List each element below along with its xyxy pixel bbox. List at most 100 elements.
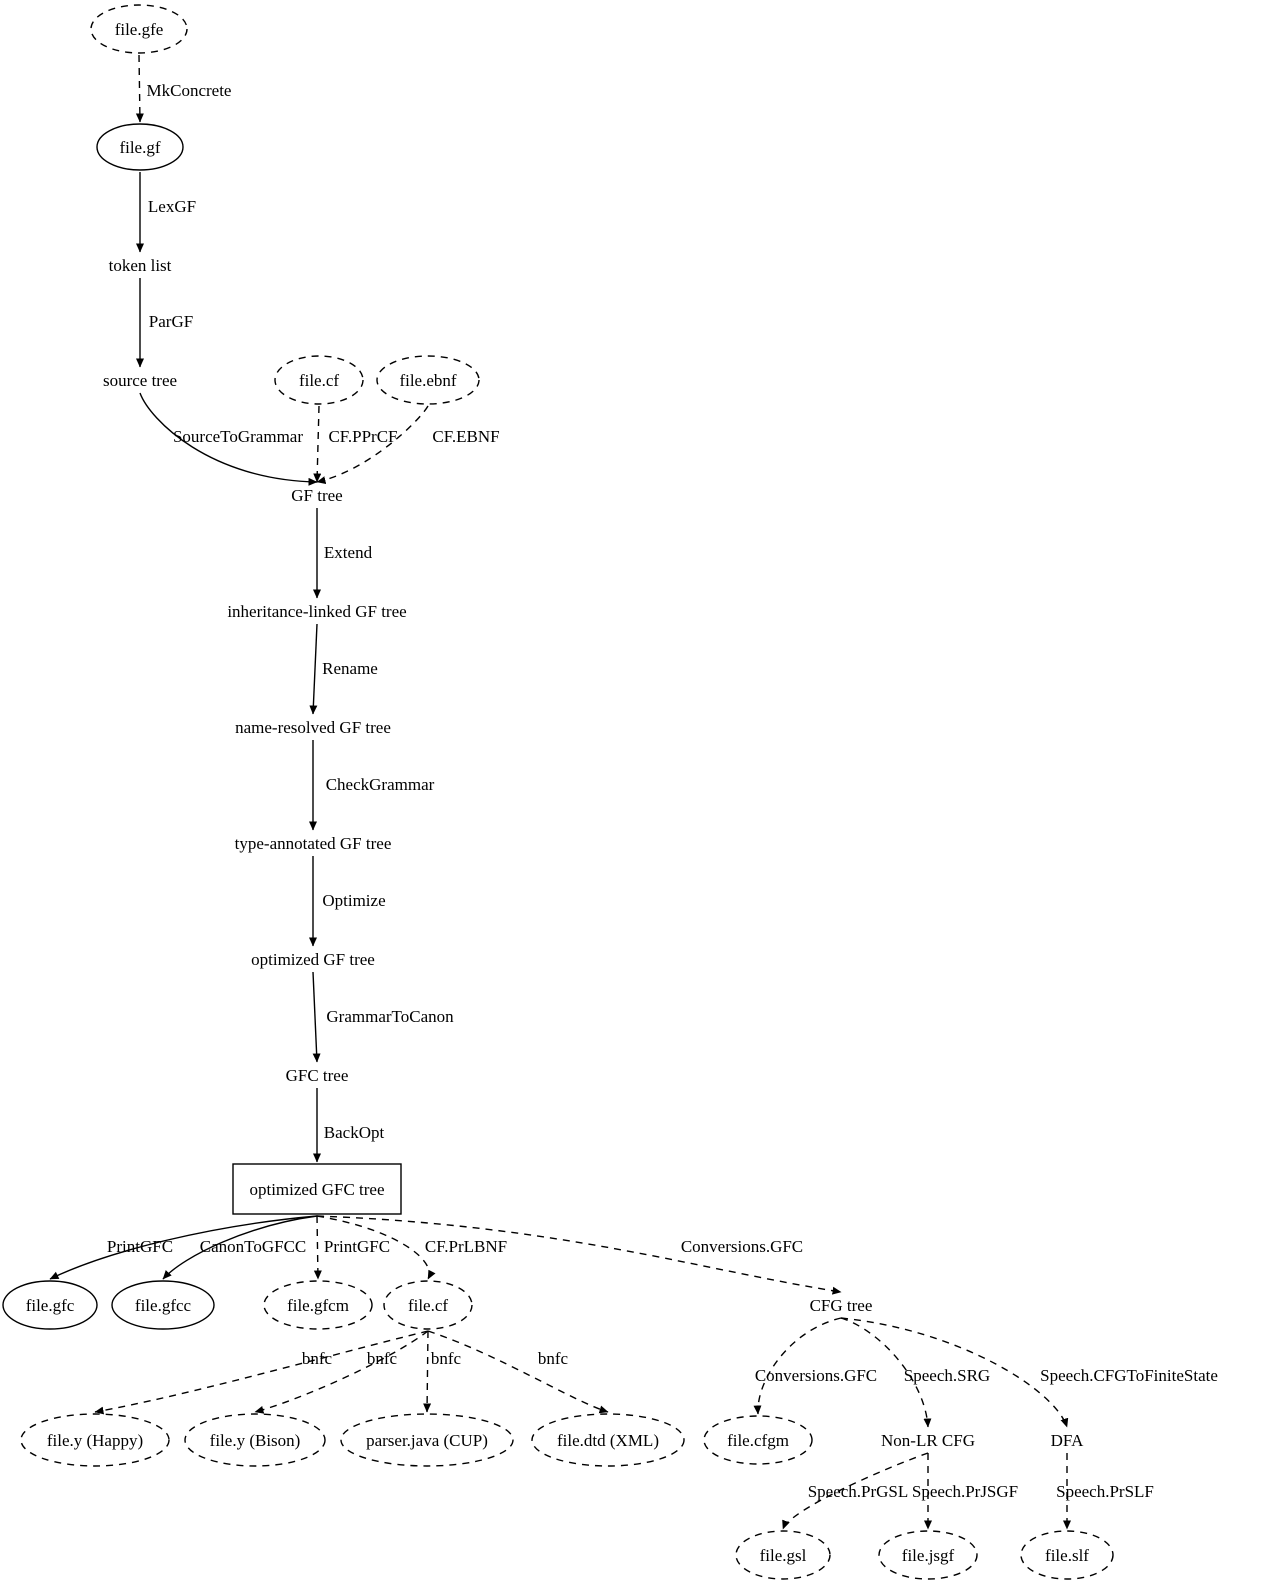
node-outline-file_cfgm (703, 1415, 813, 1465)
edge-label-e9: CheckGrammar (326, 775, 435, 794)
edge-label-e23: Speech.SRG (904, 1366, 990, 1385)
node-file_y_bison[interactable]: file.y (Bison) (184, 1413, 326, 1467)
node-outline-file_gfc (2, 1280, 98, 1330)
edge-inh_tree-to-name_tree (309, 623, 318, 715)
node-label-dfa: DFA (1051, 1431, 1084, 1450)
node-outline-file_y_bison (184, 1413, 326, 1467)
node-layer: file.gfe file.gf token list source tree file… (2, 4, 1114, 1580)
node-cfg_tree[interactable]: CFG tree (810, 1296, 873, 1315)
edge-opt_gfc-to-file_gfcc (162, 1215, 318, 1280)
edge-cfg_tree-to-file_cfgm (753, 1317, 842, 1415)
node-outline-file_jsgf (878, 1530, 978, 1580)
node-opt_gfc[interactable]: optimized GFC tree (232, 1163, 402, 1215)
edge-label-e27: Speech.PrSLF (1056, 1482, 1154, 1501)
edge-label-e3: ParGF (149, 312, 193, 331)
node-file_cf_top[interactable]: file.cf (274, 355, 364, 405)
node-outline-file_cf_top (274, 355, 364, 405)
node-label-type_tree: type-annotated GF tree (235, 834, 392, 853)
edge-label-e13: PrintGFC (107, 1237, 173, 1256)
node-token_list[interactable]: token list (109, 256, 172, 275)
node-outline-file_slf (1020, 1530, 1114, 1580)
node-label-file_dtd: file.dtd (XML) (557, 1431, 659, 1450)
edge-label-e17: Conversions.GFC (681, 1237, 803, 1256)
node-outline-file_gfe (90, 4, 188, 54)
node-label-cfg_tree: CFG tree (810, 1296, 873, 1315)
edge-label-e11: GrammarToCanon (326, 1007, 454, 1026)
edge-label-e1: MkConcrete (147, 81, 232, 100)
node-file_gfe[interactable]: file.gfe (90, 4, 188, 54)
node-label-inh_tree: inheritance-linked GF tree (227, 602, 406, 621)
node-non_lr_cfg[interactable]: Non-LR CFG (881, 1431, 975, 1450)
node-label-file_ebnf: file.ebnf (399, 371, 456, 390)
node-label-file_cf_top: file.cf (299, 371, 339, 390)
edge-label-e25: Speech.PrGSL (808, 1482, 909, 1501)
node-file_gsl[interactable]: file.gsl (735, 1530, 831, 1580)
edge-file_gfe-to-file_gf (135, 54, 144, 123)
node-label-file_gfc: file.gfc (26, 1296, 75, 1315)
node-file_cfgm[interactable]: file.cfgm (703, 1415, 813, 1465)
node-file_jsgf[interactable]: file.jsgf (878, 1530, 978, 1580)
edge-label-e26: Speech.PrJSGF (912, 1482, 1018, 1501)
edge-label-e2: LexGF (148, 197, 196, 216)
edge-label-e4: SourceToGrammar (173, 427, 303, 446)
node-file_dtd[interactable]: file.dtd (XML) (531, 1413, 685, 1467)
node-file_cf_bot[interactable]: file.cf (383, 1280, 473, 1330)
node-file_y_happy[interactable]: file.y (Happy) (20, 1413, 170, 1467)
edge-file_ebnf-to-gf_tree (316, 405, 429, 485)
edge-source_tree-to-gf_tree (139, 392, 318, 486)
node-type_tree[interactable]: type-annotated GF tree (235, 834, 392, 853)
edge-label-e22: Conversions.GFC (755, 1366, 877, 1385)
node-label-file_y_happy: file.y (Happy) (47, 1431, 143, 1450)
node-label-file_gfe: file.gfe (115, 20, 164, 39)
edge-file_cf_top-to-gf_tree (313, 405, 322, 483)
node-label-file_cf_bot: file.cf (408, 1296, 448, 1315)
node-label-non_lr_cfg: Non-LR CFG (881, 1431, 975, 1450)
node-dfa[interactable]: DFA (1051, 1431, 1084, 1450)
node-label-file_gfcm: file.gfcm (287, 1296, 349, 1315)
node-label-opt_gfc: optimized GFC tree (249, 1180, 384, 1199)
node-label-file_gf: file.gf (119, 138, 160, 157)
node-source_tree[interactable]: source tree (103, 371, 177, 390)
edge-layer: MkConcrete LexGF ParGF SourceToGrammar CF.PP… (49, 54, 1218, 1530)
node-file_gfcc[interactable]: file.gfcc (111, 1280, 215, 1330)
node-gfc_tree[interactable]: GFC tree (286, 1066, 349, 1085)
node-outline-file_dtd (531, 1413, 685, 1467)
edge-non_lr_cfg-to-file_gsl (782, 1452, 929, 1530)
edge-file_cf_bot-to-file_y_happy (94, 1330, 429, 1415)
node-inh_tree[interactable]: inheritance-linked GF tree (227, 602, 406, 621)
node-label-file_gfcc: file.gfcc (135, 1296, 192, 1315)
edge-label-e15: PrintGFC (324, 1237, 390, 1256)
node-opt_tree[interactable]: optimized GF tree (251, 950, 375, 969)
edge-label-e6: CF.EBNF (432, 427, 499, 446)
node-file_gfc[interactable]: file.gfc (2, 1280, 98, 1330)
edge-label-e14: CanonToGFCC (200, 1237, 307, 1256)
edge-label-e8: Rename (322, 659, 378, 678)
node-gf_tree[interactable]: GF tree (291, 486, 342, 505)
edge-file_cf_bot-to-file_dtd (427, 1330, 609, 1414)
node-outline-file_ebnf (376, 355, 480, 405)
node-name_tree[interactable]: name-resolved GF tree (235, 718, 391, 737)
node-label-opt_tree: optimized GF tree (251, 950, 375, 969)
edge-file_cf_bot-to-parser_java (423, 1330, 432, 1413)
node-outline-file_y_happy (20, 1413, 170, 1467)
node-label-gfc_tree: GFC tree (286, 1066, 349, 1085)
node-label-file_gsl: file.gsl (760, 1546, 807, 1565)
edge-label-e20: bnfc (431, 1349, 462, 1368)
node-outline-file_gf (96, 123, 184, 171)
edge-label-e7: Extend (324, 543, 373, 562)
edge-label-e24: Speech.CFGToFiniteState (1040, 1366, 1218, 1385)
node-label-file_y_bison: file.y (Bison) (210, 1431, 301, 1450)
edge-opt_gfc-to-cfg_tree (316, 1215, 842, 1295)
node-label-file_slf: file.slf (1045, 1546, 1089, 1565)
edge-file_cf_bot-to-file_y_bison (254, 1330, 429, 1414)
node-parser_java[interactable]: parser.java (CUP) (340, 1413, 514, 1467)
node-file_gfcm[interactable]: file.gfcm (263, 1280, 373, 1330)
node-file_slf[interactable]: file.slf (1020, 1530, 1114, 1580)
node-label-name_tree: name-resolved GF tree (235, 718, 391, 737)
node-outline-opt_gfc (232, 1163, 402, 1215)
edge-cfg_tree-to-non_lr_cfg (840, 1317, 932, 1428)
node-file_gf[interactable]: file.gf (96, 123, 184, 171)
node-file_ebnf[interactable]: file.ebnf (376, 355, 480, 405)
node-label-parser_java: parser.java (CUP) (366, 1431, 488, 1450)
